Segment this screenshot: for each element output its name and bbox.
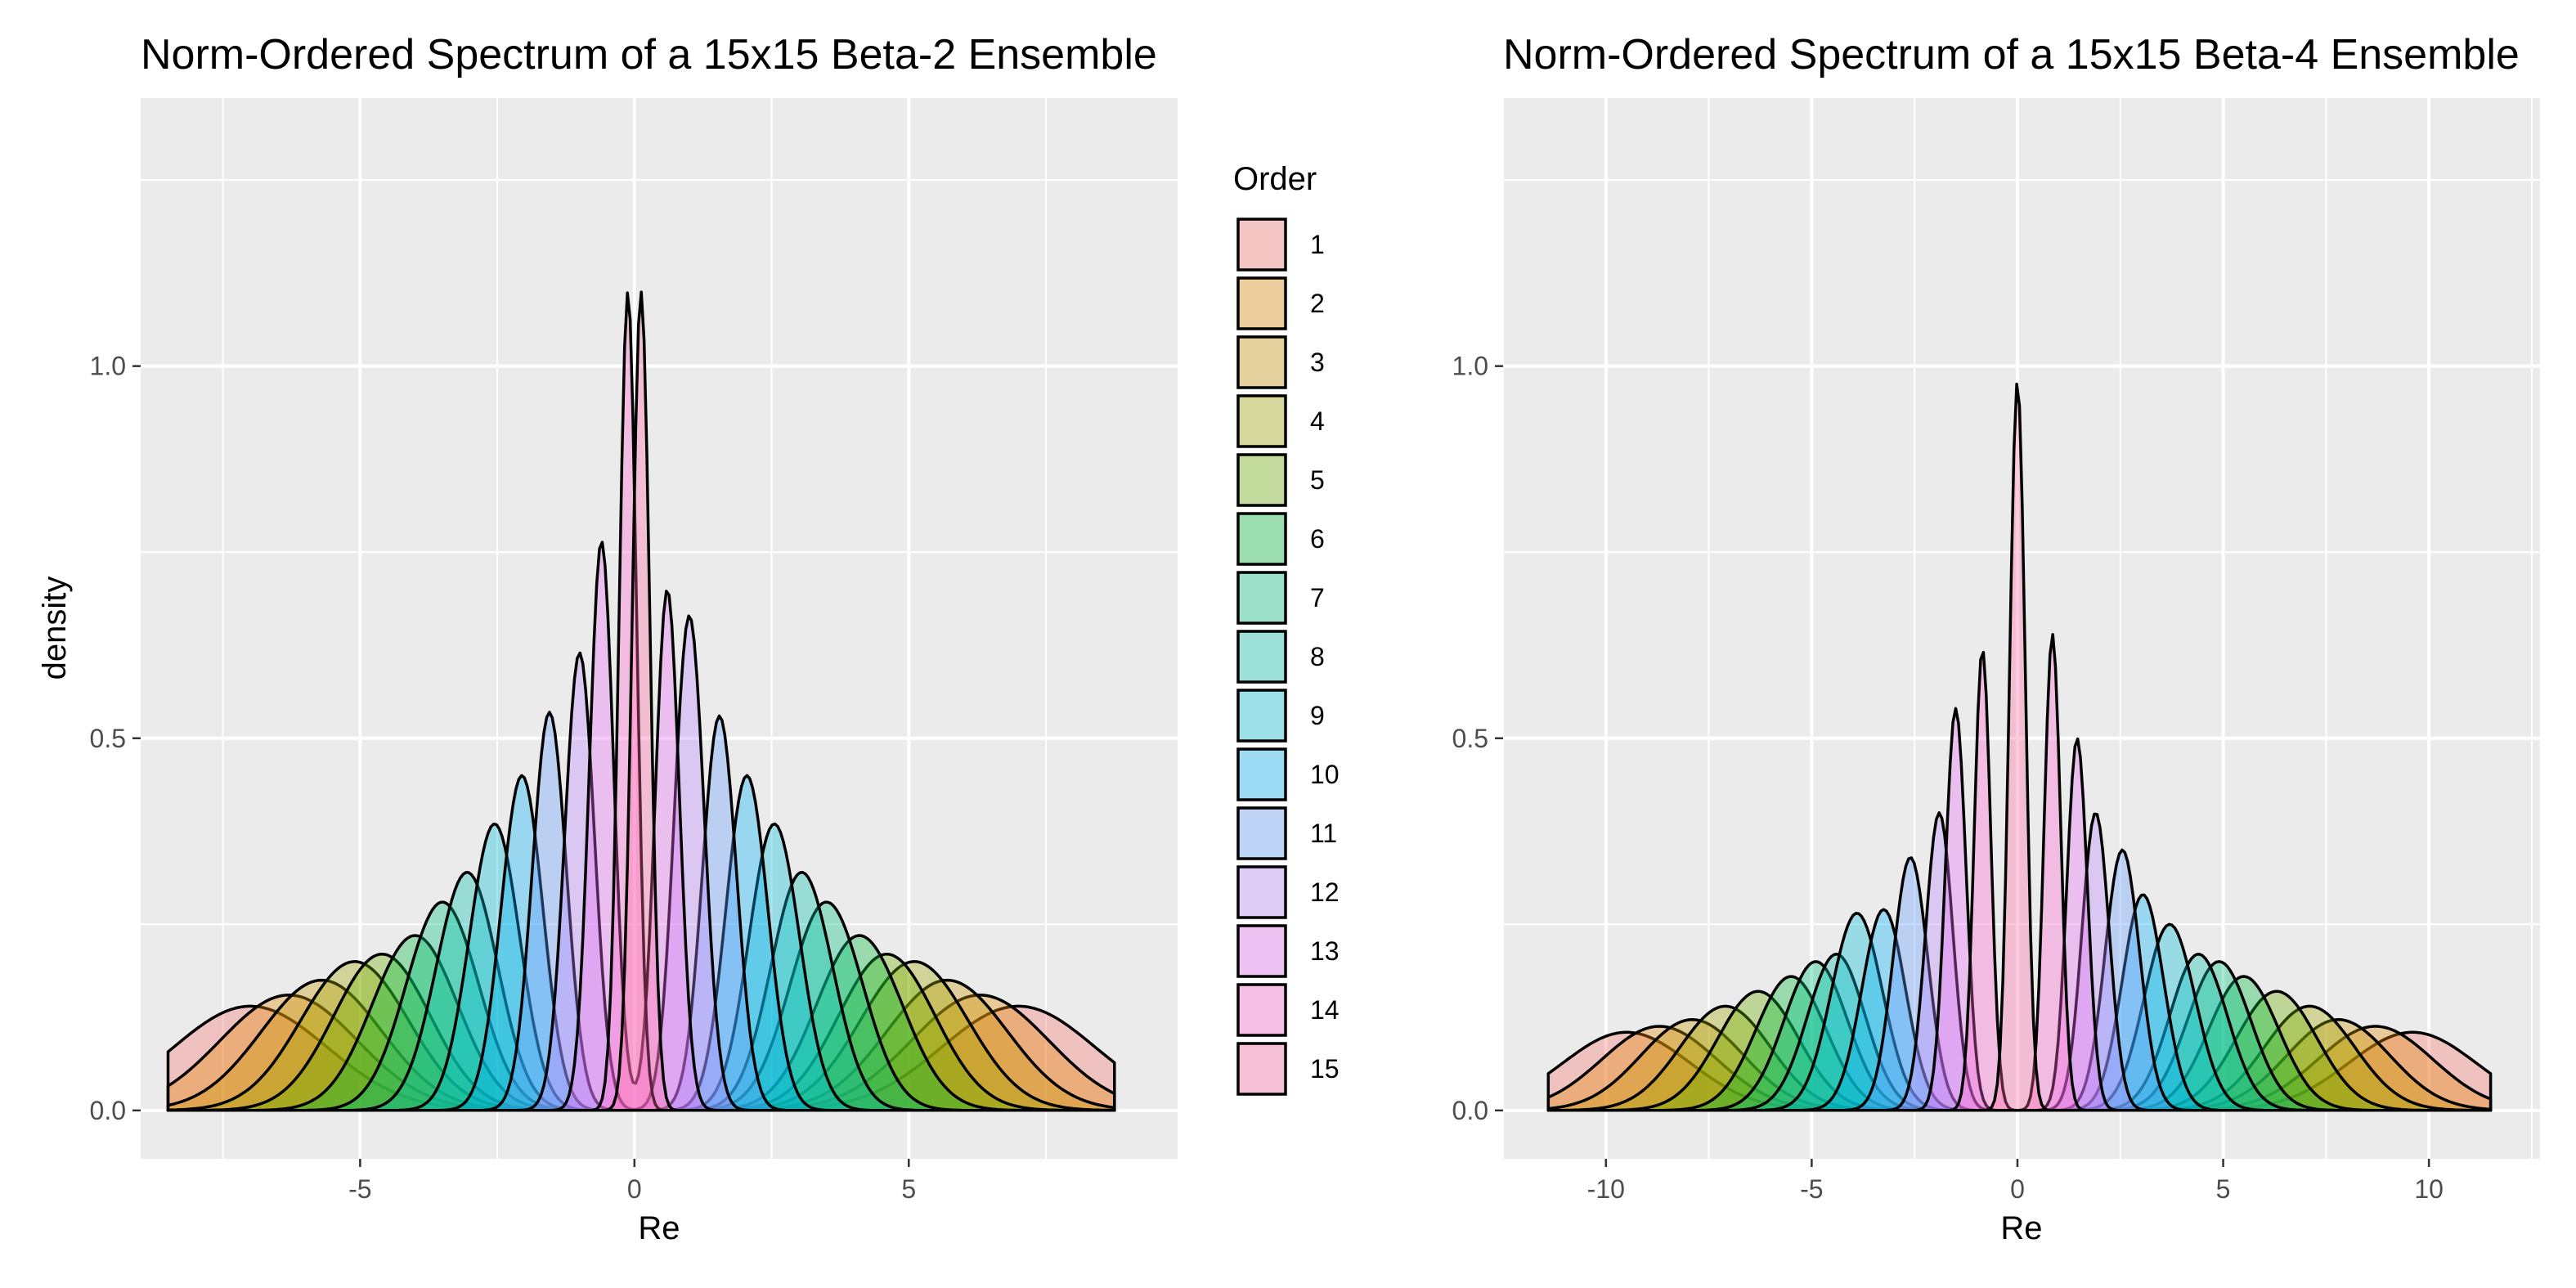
legend-label: 3 [1310, 348, 1325, 377]
legend-key-15 [1236, 1042, 1287, 1096]
x-tick-label: -5 [348, 1174, 371, 1204]
legend-key-background [1236, 335, 1287, 389]
y-axis-label: density [37, 577, 73, 680]
legend-key-11 [1236, 806, 1287, 860]
x-tick-label: -10 [1587, 1174, 1625, 1204]
legend-key-7 [1236, 571, 1287, 625]
legend-label: 12 [1310, 877, 1340, 907]
legend-label: 6 [1310, 524, 1325, 554]
legend-key-background [1236, 689, 1287, 743]
legend-key-5 [1236, 453, 1287, 507]
legend-key-9 [1236, 689, 1287, 743]
chart-panel-beta-4: Norm-Ordered Spectrum of a 15x15 Beta-4 … [1452, 31, 2540, 1246]
legend-key-background [1236, 218, 1287, 272]
chart-title: Norm-Ordered Spectrum of a 15x15 Beta-2 … [141, 31, 1157, 79]
y-tick-label: 0.5 [90, 724, 126, 753]
legend-key-background [1236, 571, 1287, 625]
legend-key-12 [1236, 865, 1287, 919]
legend-key-background [1236, 983, 1287, 1037]
legend-label: 15 [1310, 1054, 1340, 1084]
legend-label: 1 [1310, 230, 1325, 259]
plot-background [1503, 98, 2540, 1159]
legend-label: 10 [1310, 760, 1340, 789]
legend-key-4 [1236, 394, 1287, 448]
x-axis-label: Re [638, 1210, 680, 1246]
density-layer [1546, 382, 2493, 1112]
x-tick-label: 5 [901, 1174, 916, 1204]
legend-label: 4 [1310, 406, 1325, 436]
legend-key-6 [1236, 512, 1287, 566]
legend-key-background [1236, 865, 1287, 919]
y-tick-label: 1.0 [1452, 352, 1488, 381]
legend-key-background [1236, 453, 1287, 507]
legend-key-background [1236, 630, 1287, 684]
x-tick-label: 10 [2414, 1174, 2444, 1204]
x-axis: -5 0 5 [348, 1159, 916, 1204]
y-tick-label: 0.5 [1452, 724, 1488, 753]
legend-key-background [1236, 512, 1287, 566]
legend-label: 8 [1310, 642, 1325, 671]
x-tick-label: 0 [2010, 1174, 2025, 1204]
legend-label: 9 [1310, 701, 1325, 730]
density-series-15 [166, 290, 1116, 1112]
grid-lines [1502, 98, 2540, 1159]
legend-key-1 [1236, 218, 1287, 272]
legend-key-background [1236, 806, 1287, 860]
y-axis: 0.0 0.5 1.0 [90, 352, 141, 1125]
legend-key-13 [1236, 924, 1287, 978]
x-tick-label: 0 [627, 1174, 642, 1204]
legend-label: 11 [1310, 819, 1337, 848]
density-series-15 [1546, 382, 2493, 1112]
legend-key-8 [1236, 630, 1287, 684]
chart-panel-beta-2: Norm-Ordered Spectrum of a 15x15 Beta-2 … [37, 31, 1178, 1246]
chart-title: Norm-Ordered Spectrum of a 15x15 Beta-4 … [1503, 31, 2520, 79]
legend-key-3 [1236, 335, 1287, 389]
y-tick-label: 0.0 [90, 1096, 126, 1125]
x-tick-label: 5 [2216, 1174, 2231, 1204]
y-tick-label: 1.0 [90, 352, 126, 381]
legend-key-2 [1236, 276, 1287, 330]
legend-key-background [1236, 1042, 1287, 1096]
y-axis: 0.0 0.5 1.0 [1452, 352, 1503, 1125]
legend-key-background [1236, 924, 1287, 978]
legend-key-background [1236, 394, 1287, 448]
legend-key-background [1236, 747, 1287, 801]
legend-label: 7 [1310, 583, 1325, 613]
legend-key-background [1236, 276, 1287, 330]
y-tick-label: 0.0 [1452, 1096, 1488, 1125]
x-axis-label: Re [2000, 1210, 2042, 1246]
density-layer [166, 290, 1116, 1112]
legend-key-14 [1236, 983, 1287, 1037]
legend-label: 5 [1310, 465, 1325, 495]
legend-title: Order [1233, 161, 1317, 197]
x-axis: -10 -5 0 5 10 [1587, 1159, 2444, 1204]
x-tick-label: -5 [1800, 1174, 1823, 1204]
legend-key-10 [1236, 747, 1287, 801]
legend-label: 2 [1310, 289, 1325, 318]
legend-label: 13 [1310, 936, 1340, 966]
legend-label: 14 [1310, 995, 1340, 1025]
